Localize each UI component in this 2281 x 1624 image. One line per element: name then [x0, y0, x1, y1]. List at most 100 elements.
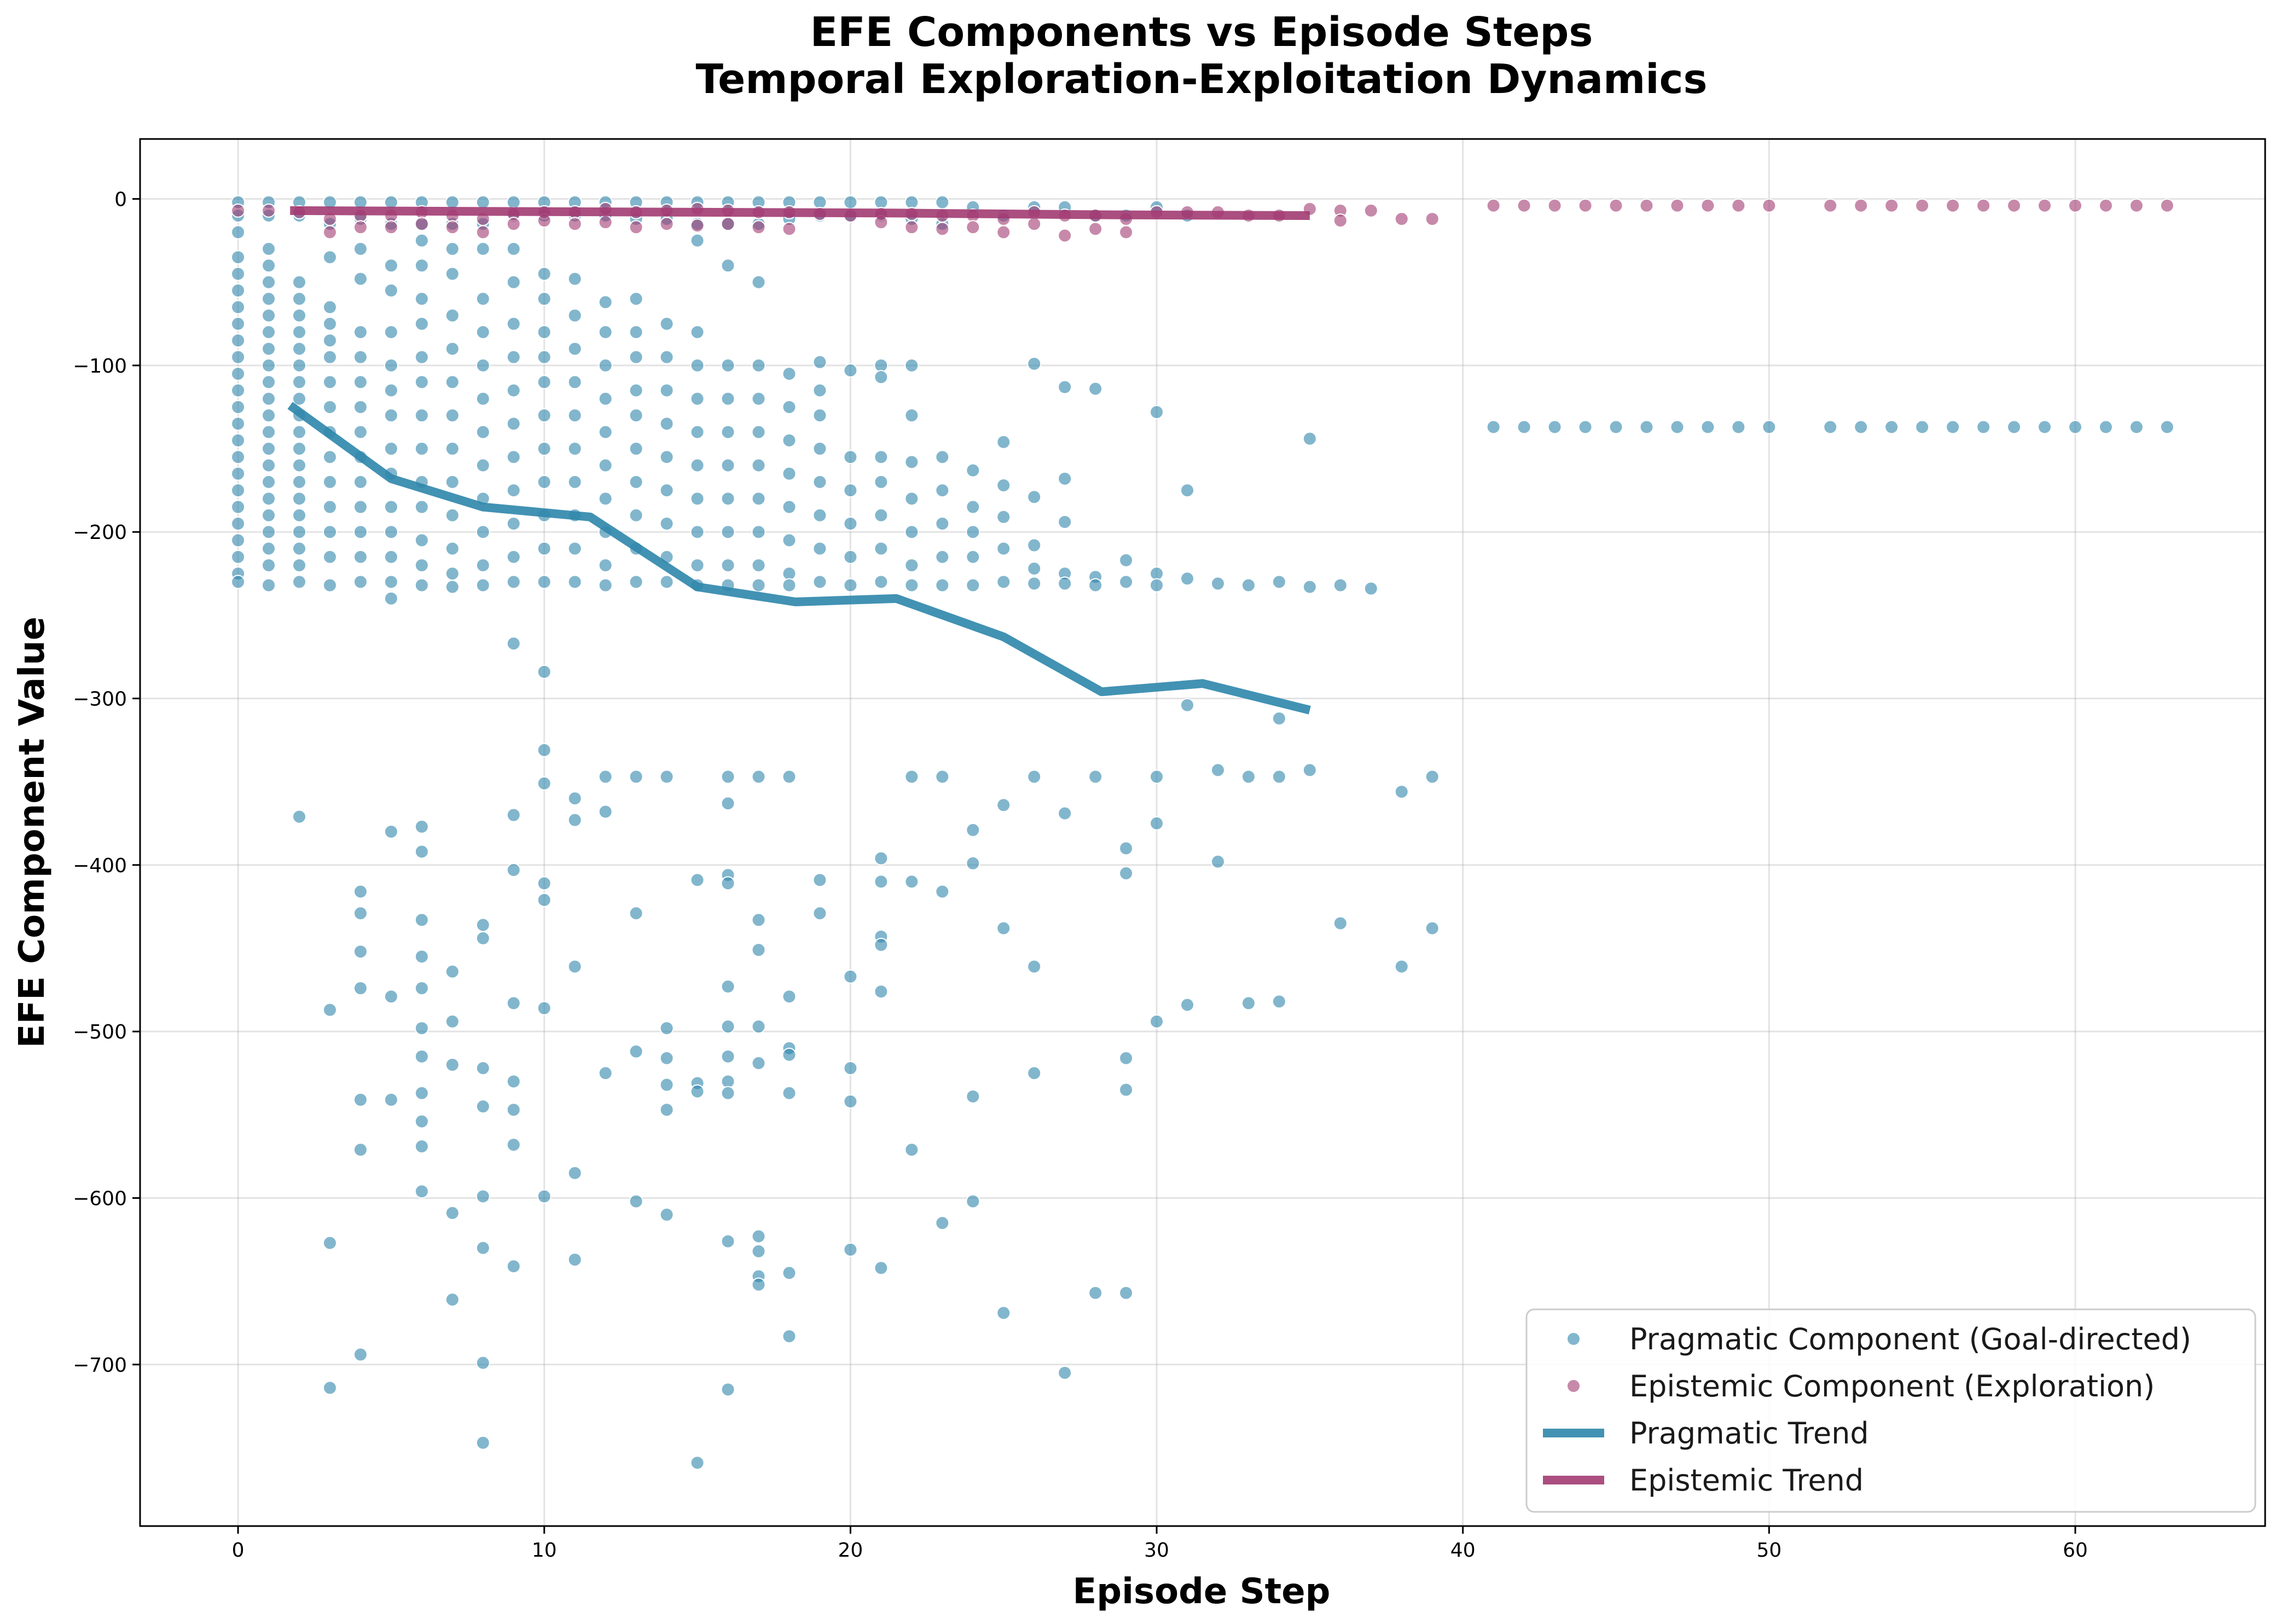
- scatter-point: [231, 333, 246, 348]
- scatter-point: [322, 399, 337, 414]
- scatter-point: [506, 416, 521, 431]
- scatter-point: [1210, 576, 1225, 591]
- scatter-point: [414, 1139, 429, 1154]
- scatter-point: [1394, 959, 1409, 974]
- scatter-point: [445, 341, 460, 356]
- scatter-point: [659, 1077, 674, 1092]
- scatter-point: [1088, 769, 1103, 784]
- scatter-point: [567, 442, 582, 456]
- scatter-point: [537, 541, 552, 556]
- scatter-point: [659, 769, 674, 784]
- scatter-point: [812, 408, 827, 423]
- scatter-point: [1976, 198, 1991, 213]
- scatter-point: [1272, 769, 1286, 784]
- scatter-point: [812, 873, 827, 888]
- scatter-point: [721, 1086, 735, 1100]
- scatter-point: [231, 250, 246, 265]
- scatter-point: [1609, 420, 1623, 434]
- scatter-point: [475, 1355, 490, 1370]
- y-axis-label: EFE Component Value: [12, 617, 53, 1048]
- scatter-point: [567, 575, 582, 589]
- scatter-point: [721, 1019, 735, 1034]
- scatter-point: [506, 241, 521, 256]
- scatter-point: [1027, 1066, 1042, 1081]
- scatter-point: [1027, 356, 1042, 371]
- scatter-point: [384, 325, 398, 340]
- scatter-point: [966, 220, 980, 235]
- scatter-point: [782, 1266, 797, 1280]
- scatter-point: [2098, 198, 2113, 213]
- scatter-point: [629, 220, 643, 235]
- scatter-point: [445, 241, 460, 256]
- scatter-point: [414, 1049, 429, 1064]
- scatter-point: [1946, 198, 1960, 213]
- scatter-point: [1119, 866, 1134, 881]
- scatter-point: [353, 525, 368, 540]
- scatter-point: [1731, 198, 1746, 213]
- scatter-point: [751, 558, 766, 573]
- scatter-point: [629, 325, 643, 340]
- scatter-point: [629, 575, 643, 589]
- scatter-point: [1425, 921, 1440, 936]
- scatter-point: [1058, 806, 1072, 821]
- scatter-point: [1272, 994, 1286, 1009]
- scatter-point: [353, 1092, 368, 1107]
- scatter-point: [1027, 561, 1042, 576]
- scatter-point: [629, 383, 643, 398]
- scatter-point: [475, 458, 490, 473]
- y-tick-label: 0: [114, 189, 127, 211]
- scatter-point: [262, 474, 276, 489]
- scatter-point: [1150, 1014, 1164, 1029]
- scatter-point: [598, 558, 613, 573]
- scatter-point: [537, 408, 552, 423]
- scatter-point: [721, 1049, 735, 1064]
- x-tick-label: 0: [232, 1539, 245, 1562]
- scatter-point: [445, 220, 460, 235]
- scatter-point: [537, 325, 552, 340]
- scatter-point: [384, 525, 398, 540]
- scatter-point: [751, 943, 766, 958]
- scatter-point: [414, 1086, 429, 1100]
- scatter-point: [904, 558, 919, 573]
- scatter-point: [1486, 420, 1501, 434]
- scatter-point: [1517, 198, 1531, 213]
- scatter-point: [353, 425, 368, 439]
- scatter-point: [751, 1019, 766, 1034]
- scatter-point: [567, 308, 582, 323]
- scatter-point: [262, 425, 276, 439]
- scatter-point: [1731, 420, 1746, 434]
- scatter-point: [1578, 420, 1593, 434]
- scatter-point: [751, 1055, 766, 1070]
- scatter-point: [1119, 553, 1134, 567]
- scatter-point: [2160, 198, 2174, 213]
- scatter-point: [751, 358, 766, 373]
- scatter-point: [322, 333, 337, 348]
- scatter-point: [935, 549, 950, 564]
- scatter-point: [2038, 420, 2052, 434]
- scatter-point: [475, 525, 490, 540]
- scatter-point: [537, 892, 552, 907]
- scatter-point: [659, 1207, 674, 1222]
- scatter-point: [1027, 959, 1042, 974]
- scatter-point: [506, 549, 521, 564]
- scatter-point: [353, 220, 368, 235]
- scatter-point: [537, 876, 552, 891]
- scatter-point: [966, 500, 980, 514]
- scatter-point: [1639, 420, 1654, 434]
- scatter-point: [384, 1092, 398, 1107]
- scatter-point: [384, 549, 398, 564]
- scatter-point: [996, 478, 1011, 492]
- scatter-point: [475, 578, 490, 593]
- scatter-point: [629, 474, 643, 489]
- scatter-point: [231, 316, 246, 331]
- scatter-point: [1547, 198, 1562, 213]
- scatter-point: [262, 241, 276, 256]
- scatter-point: [1027, 217, 1042, 231]
- scatter-point: [506, 575, 521, 589]
- scatter-point: [1180, 698, 1195, 712]
- scatter-point: [1609, 198, 1623, 213]
- scatter-point: [598, 458, 613, 473]
- axis-ticks: 0 10 20 30 40 50 60 0 −100 −200 −300 −400 −500 −600 −7…: [73, 189, 2088, 1562]
- scatter-point: [690, 458, 705, 473]
- scatter-point: [966, 856, 980, 871]
